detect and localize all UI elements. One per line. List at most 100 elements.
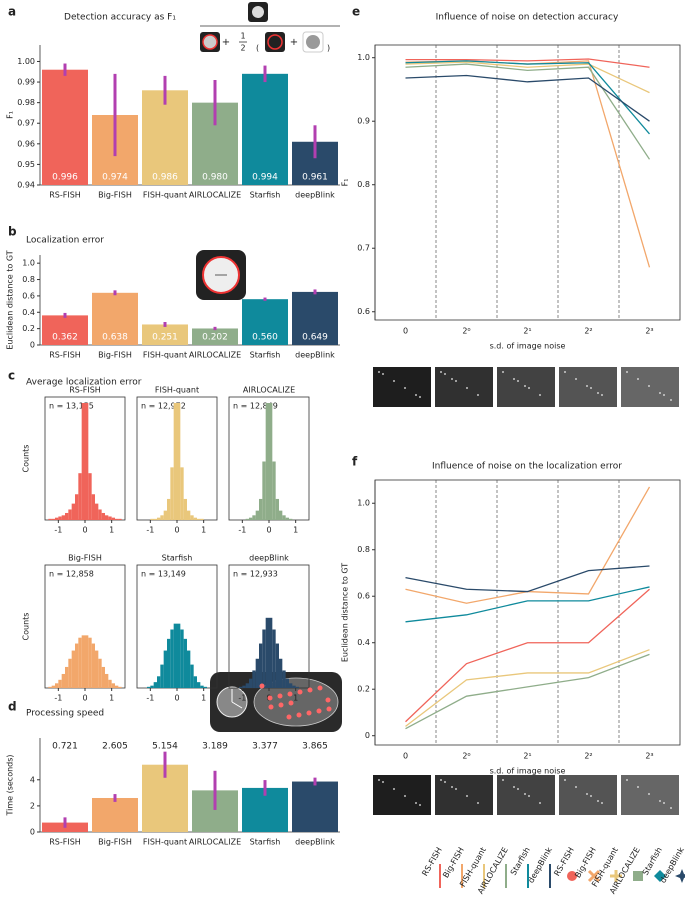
y-tick-label: 0.2 <box>357 685 370 694</box>
icon-spot <box>288 700 294 706</box>
histogram-bar <box>101 666 105 688</box>
histogram-bar <box>265 617 269 688</box>
thumbnail-spot <box>517 380 519 382</box>
chart-title: Influence of noise on detection accuracy <box>436 13 619 23</box>
icon-spot <box>296 712 302 718</box>
x-tick-label: 1 <box>201 526 206 535</box>
y-tick-label: 0 <box>30 341 35 350</box>
y-axis-label: Euclidean distance to GT <box>6 250 15 349</box>
histogram-bar <box>98 509 102 520</box>
thumbnail-spot <box>393 788 395 790</box>
histogram-bar <box>61 673 65 688</box>
value-label: 3.377 <box>252 742 278 752</box>
y-tick-label: 2 <box>30 801 35 810</box>
histogram-bar <box>58 516 62 520</box>
thumbnail-spot <box>444 781 446 783</box>
x-tick-label: 0 <box>403 327 408 336</box>
noise-thumbnails <box>373 367 679 815</box>
thumbnail-spot <box>451 786 453 788</box>
icon-spot <box>316 708 322 714</box>
y-tick-label: 0.99 <box>17 78 35 87</box>
y-tick-label: 0.8 <box>357 180 370 189</box>
x-tick-label: Starfish <box>250 351 281 360</box>
y-tick-label: 0.6 <box>22 291 35 300</box>
x-tick-label: -1 <box>54 526 62 535</box>
histogram-bar <box>153 682 157 688</box>
x-tick-label: -1 <box>146 526 154 535</box>
x-axis-label: s.d. of image noise <box>490 342 566 351</box>
value-label: 0.560 <box>252 333 278 343</box>
y-tick-label: 0.98 <box>17 98 35 107</box>
thumbnail-spot <box>440 371 442 373</box>
legend-marker <box>675 869 685 883</box>
icon-text: + <box>290 37 298 48</box>
histogram-bar <box>252 515 256 520</box>
histogram-bar <box>279 658 283 688</box>
histogram-bar <box>51 685 55 688</box>
histogram-bar <box>95 503 99 520</box>
svg-text:(: ( <box>256 44 259 53</box>
y-axis-label: Euclidean distance to GT <box>341 563 350 662</box>
x-tick-label: deepBlink <box>295 838 335 847</box>
x-tick-label: 0 <box>82 526 87 535</box>
histogram-bar <box>108 516 112 520</box>
x-axis-label: s.d. of image noise <box>490 767 566 776</box>
thumbnail-spot <box>393 380 395 382</box>
chart-title: Localization error <box>26 236 104 246</box>
thumbnail <box>559 775 617 815</box>
thumbnail-spot <box>597 392 599 394</box>
histogram-bar <box>252 670 256 688</box>
icon-spot <box>307 687 313 693</box>
n-label: n = 12,849 <box>233 402 278 411</box>
icon-spot <box>268 704 274 710</box>
x-tick-label: RS-FISH <box>49 191 81 200</box>
x-tick-label: FISH-quant <box>143 838 187 847</box>
histogram-bar <box>279 510 283 520</box>
value-label: 5.154 <box>152 742 178 752</box>
n-label: n = 12,972 <box>141 402 186 411</box>
bar <box>292 781 338 832</box>
thumbnail-spot <box>601 394 603 396</box>
histogram-bar <box>259 498 263 520</box>
icon-text: 1 <box>240 32 245 41</box>
x-tick-label: 2² <box>584 327 592 336</box>
thumbnail-spot <box>477 394 479 396</box>
f1-icon: ( ) <box>200 2 340 53</box>
thumbnail <box>621 367 679 407</box>
legend-marker <box>610 870 622 882</box>
histogram-bar <box>190 515 194 520</box>
histogram-bar <box>170 629 174 688</box>
thumbnail-spot <box>564 779 566 781</box>
y-tick-label: 0.4 <box>357 638 370 647</box>
n-label: n = 12,858 <box>49 570 94 579</box>
histogram-bar <box>173 403 177 520</box>
value-label: 0.974 <box>102 173 128 183</box>
thumbnail-spot <box>575 786 577 788</box>
y-axis-label: Counts <box>22 613 31 641</box>
histogram-bar <box>101 512 105 520</box>
series-line <box>405 60 650 135</box>
histogram-bar <box>75 494 79 520</box>
histogram-bar <box>183 638 187 688</box>
histogram-bar <box>282 515 286 520</box>
thumbnail <box>621 775 679 815</box>
histogram-bar <box>167 638 171 688</box>
histogram-bar <box>170 467 174 520</box>
icon-spot <box>286 714 292 720</box>
icon-spot <box>306 710 312 716</box>
x-tick-label: 2⁰ <box>462 752 470 761</box>
value-label: 3.189 <box>202 742 228 752</box>
thumbnail-spot <box>477 802 479 804</box>
chart-title: Average localization error <box>26 378 142 388</box>
chart-title: Influence of noise on the localization e… <box>432 462 622 472</box>
plot-frame <box>374 479 681 746</box>
histogram-bar <box>78 637 82 688</box>
histogram-bar <box>193 676 197 688</box>
series-line <box>405 649 650 727</box>
thumbnail-spot <box>513 786 515 788</box>
histogram-bar <box>88 637 92 688</box>
histogram-bar <box>118 518 122 520</box>
histogram-bar <box>272 461 276 520</box>
subplot-title: FISH-quant <box>155 386 199 395</box>
thumbnail-spot <box>626 371 628 373</box>
